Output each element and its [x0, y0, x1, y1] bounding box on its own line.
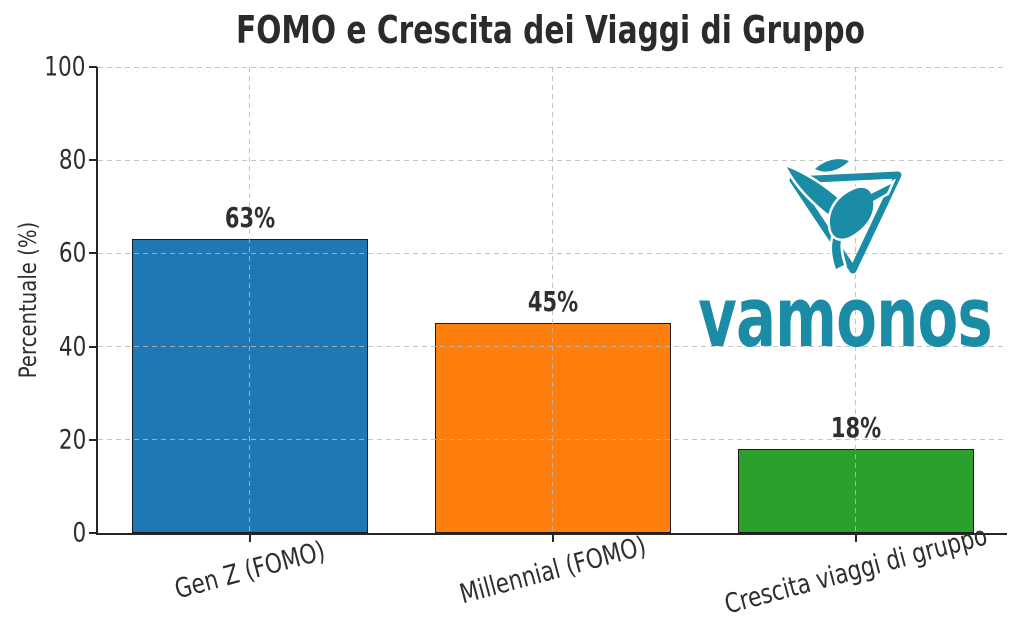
y-tick-label: 40: [58, 331, 86, 363]
y-axis-label: Percentuale (%): [14, 221, 42, 379]
y-tick-mark: [89, 159, 97, 162]
bar-value-label: 18%: [830, 411, 881, 445]
hummingbird-in-triangle-icon: [781, 157, 902, 274]
y-tick-mark: [89, 252, 97, 255]
x-tick-mark: [854, 534, 857, 542]
x-tick-mark: [551, 534, 554, 542]
y-tick-label: 80: [58, 144, 86, 176]
y-tick-label: 100: [44, 51, 86, 83]
x-tick-mark: [248, 534, 251, 542]
y-tick-mark: [89, 532, 97, 534]
logo-wordmark: vamonos: [698, 269, 993, 367]
x-tick-label: Millennial (FOMO): [456, 530, 649, 611]
bar: [434, 323, 671, 533]
y-gridline: [98, 66, 1007, 68]
chart-title: FOMO e Crescita dei Viaggi di Gruppo: [235, 8, 866, 52]
y-tick-label: 0: [72, 517, 86, 549]
y-tick-mark: [89, 66, 97, 68]
bar: [131, 239, 368, 533]
y-tick-label: 60: [58, 237, 86, 269]
x-tick-label: Gen Z (FOMO): [171, 535, 328, 606]
bar-value-label: 45%: [527, 285, 578, 319]
y-tick-mark: [89, 345, 97, 348]
y-tick-label: 20: [58, 424, 86, 456]
y-tick-mark: [89, 438, 97, 441]
bar-value-label: 63%: [224, 201, 275, 235]
bar: [737, 449, 974, 533]
